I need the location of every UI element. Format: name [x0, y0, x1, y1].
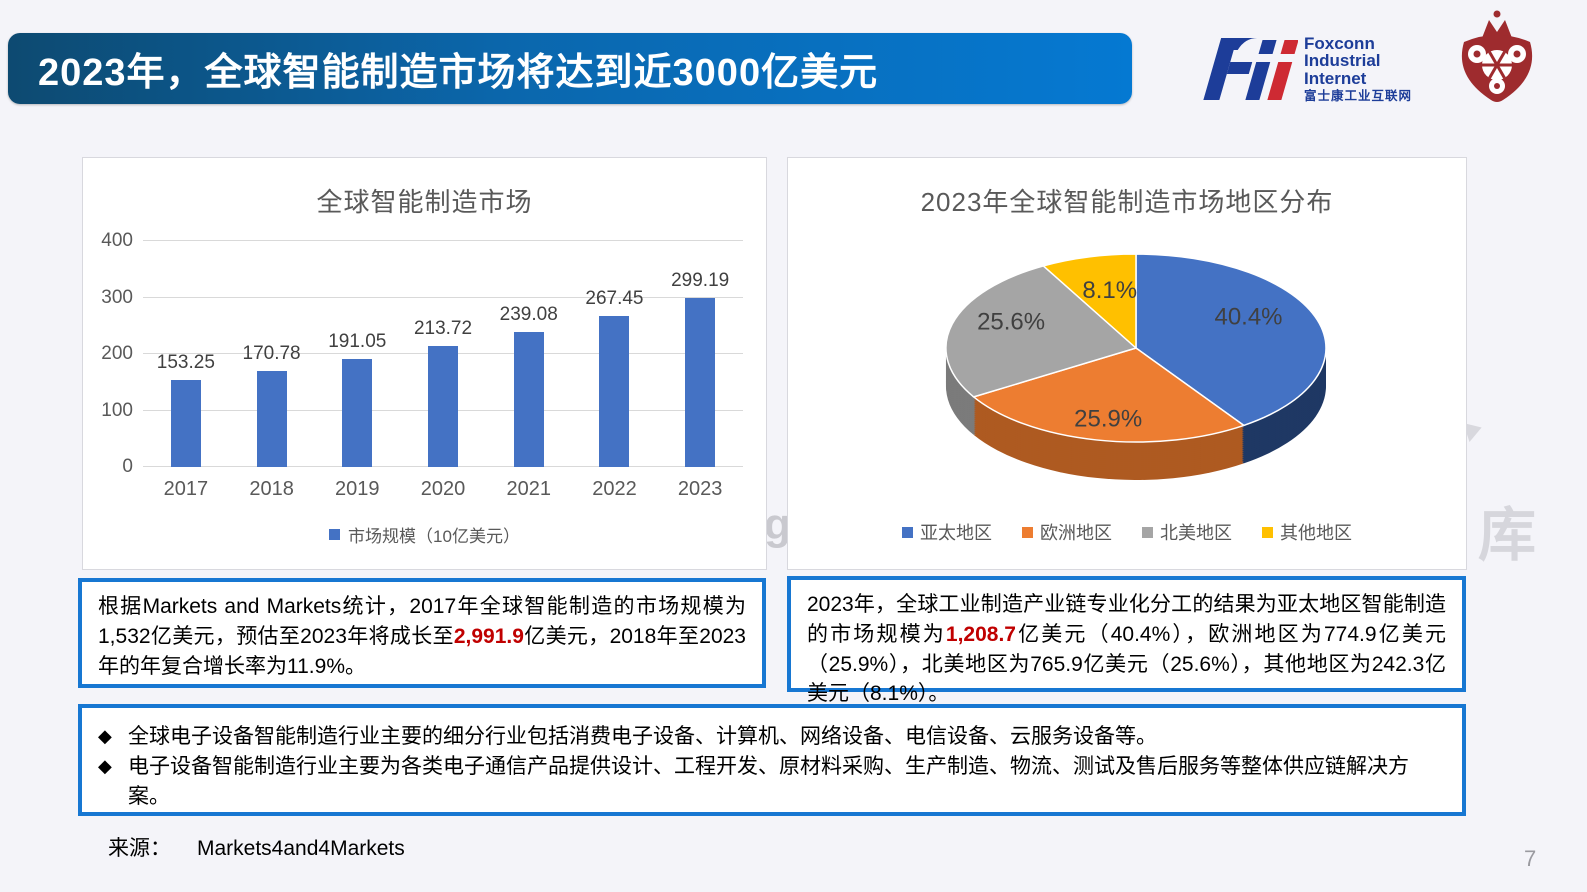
header-banner: 2023年，全球智能制造市场将达到近3000亿美元 [8, 33, 1132, 104]
bar-chart-x-axis: 2017 2018 2019 2020 2021 2022 2023 [143, 478, 743, 501]
legend-item: 欧洲地区 [1022, 519, 1112, 545]
bar-value-label: 239.08 [499, 303, 558, 325]
legend-label: 亚太地区 [920, 523, 992, 543]
pie-value-label: 40.4% [1214, 304, 1282, 331]
pie-chart-card: 2023年全球智能制造市场地区分布 40.4% 25.9% 25.6% 8.1% 亚太… [787, 157, 1467, 570]
logo-line-1: Foxconn [1304, 34, 1375, 54]
legend-label: 北美地区 [1160, 523, 1232, 543]
x-axis-label: 2023 [677, 478, 723, 500]
region-distribution-text-box: 2023年，全球工业制造产业链专业化分工的结果为亚太地区智能制造的市场规模为1,… [787, 576, 1466, 705]
legend-swatch [1142, 526, 1153, 538]
bar-column-2018: 170.78 [229, 241, 315, 467]
industry-bullet-box: ◆ 全球电子设备智能制造行业主要的细分行业包括消费电子设备、计算机、网络设备、电… [78, 704, 1466, 816]
pie-chart: 40.4% 25.9% 25.6% 8.1% [945, 253, 1327, 481]
y-axis-tick: 300 [101, 286, 133, 308]
pie-slice-其他地区 [1041, 253, 1137, 350]
bar-2018 [256, 370, 287, 467]
watermark-character-partial: g [764, 500, 791, 549]
bar-2023 [685, 297, 716, 467]
page-number: 7 [1524, 846, 1537, 871]
bar-column-2022: 267.45 [572, 241, 658, 467]
legend-swatch [902, 526, 913, 538]
pie-slice-亚太地区 [1135, 253, 1327, 427]
bar-column-2021: 239.08 [486, 241, 572, 467]
pie-value-label: 25.9% [1074, 405, 1142, 432]
watermark-character: 库 [1478, 503, 1537, 568]
text-segment: 2023年，全球工业制造产业链专业化分工的结果为亚太地区智能制造的市场规模为 [807, 593, 1446, 646]
logo-chinese-name: 富士康工业互联网 [1304, 89, 1413, 104]
pie-chart-title: 2023年全球智能制造市场地区分布 [920, 187, 1334, 217]
x-axis-label: 2020 [420, 478, 466, 500]
y-axis-tick: 200 [101, 343, 133, 364]
legend-item: 北美地区 [1142, 519, 1232, 545]
diamond-bullet-icon: ◆ [98, 726, 112, 746]
fii-logo-mark-icon [1203, 38, 1298, 100]
gridline [143, 296, 743, 298]
pie-value-label: 8.1% [1082, 277, 1137, 304]
legend-item: 其他地区 [1262, 519, 1352, 545]
company-emblem-icon [1461, 10, 1533, 102]
gridline [143, 240, 743, 241]
diamond-bullet-icon: ◆ [98, 755, 112, 776]
y-axis-tick: 100 [101, 399, 133, 421]
bar-column-2017: 153.25 [143, 241, 229, 467]
bar-column-2020: 213.72 [400, 241, 486, 467]
pie-chart-legend: 亚太地区 欧洲地区 北美地区 其他地区 [788, 519, 1466, 545]
source-label: 来源： [108, 837, 171, 860]
x-axis-label: 2019 [335, 478, 380, 500]
text-segment: 亿美元（40.4%），欧洲地区为774.9亿美元（25.9%），北美地区为765… [807, 622, 1446, 706]
bar-2020 [428, 346, 459, 467]
text-segment: 亿美元，2018年至2023年的年复合增长率为11.9%。 [98, 624, 746, 678]
pie-slice-欧洲地区 [972, 347, 1246, 443]
y-axis-tick: 400 [101, 230, 133, 251]
bar-value-label: 267.45 [585, 287, 644, 309]
market-size-text-box: 根据Markets and Markets统计，2017年全球智能制造的市场规模… [78, 578, 766, 688]
legend-label: 市场规模（10亿美元） [348, 527, 520, 546]
logo-line-3: Internet [1304, 68, 1367, 88]
bar-2019 [342, 359, 373, 467]
legend-label: 其他地区 [1280, 523, 1352, 543]
bar-chart-card: 全球智能制造市场 0 100 200 300 400 153.25 170.78 191.05… [82, 157, 767, 570]
bar-columns: 153.25 170.78 191.05 213.72 239.08 267.45 299.… [143, 241, 743, 467]
x-axis-label: 2018 [249, 478, 294, 500]
bar-value-label: 170.78 [242, 342, 301, 364]
bullet-text: 全球电子设备智能制造行业主要的细分行业包括消费电子设备、计算机、网络设备、电信设… [128, 725, 1157, 748]
legend-swatch [1022, 526, 1033, 538]
source-value: Markets4and4Markets [197, 837, 405, 860]
highlighted-value: 1,208.7 [945, 622, 1016, 646]
y-axis-tick: 0 [122, 456, 133, 477]
bar-value-label: 213.72 [413, 318, 473, 340]
pie-slice-北美地区 [945, 265, 1138, 398]
legend-swatch [1262, 526, 1273, 538]
bar-2017 [170, 380, 201, 467]
bar-chart-legend: 市场规模（10亿美元） [83, 522, 766, 547]
legend-label: 欧洲地区 [1040, 523, 1112, 543]
bar-value-label: 153.25 [156, 352, 215, 374]
bar-chart-plot-area: 0 100 200 300 400 153.25 170.78 191.05 213.72 239… [101, 230, 743, 477]
bullet-item: ◆ 全球电子设备智能制造行业主要的细分行业包括消费电子设备、计算机、网络设备、电… [98, 722, 1446, 752]
text-segment: 根据Markets and Markets统计，2017年全球智能制造的市场规模… [98, 595, 746, 648]
legend-item: 亚太地区 [902, 519, 992, 545]
legend-swatch [329, 529, 341, 540]
fii-logo: Foxconn Industrial Internet 富士康工业互联网 [1198, 28, 1412, 110]
highlighted-value: 2,991.9 [453, 624, 524, 648]
slide-title: 2023年，全球智能制造市场将达到近3000亿美元 [38, 52, 879, 94]
bar-value-label: 191.05 [328, 331, 387, 353]
bullet-item: ◆ 电子设备智能制造行业主要为各类电子通信产品提供设计、工程开发、原材料采购、生… [98, 752, 1446, 812]
logo-line-2: Industrial [1304, 51, 1381, 71]
bar-chart-title: 全球智能制造市场 [316, 187, 533, 217]
bar-2022 [599, 315, 630, 467]
bar-2021 [513, 331, 544, 467]
bar-value-label: 299.19 [671, 269, 730, 291]
x-axis-label: 2022 [592, 478, 637, 500]
pie-value-label: 25.6% [977, 309, 1045, 336]
bar-column-2019: 191.05 [314, 241, 400, 467]
source-line: 来源： Markets4and4Markets [108, 832, 405, 862]
bullet-text: 电子设备智能制造行业主要为各类电子通信产品提供设计、工程开发、原材料采购、生产制… [128, 754, 1409, 808]
bar-column-2023: 299.19 [657, 241, 743, 467]
x-axis-label: 2021 [506, 478, 551, 500]
x-axis-label: 2017 [163, 478, 209, 500]
